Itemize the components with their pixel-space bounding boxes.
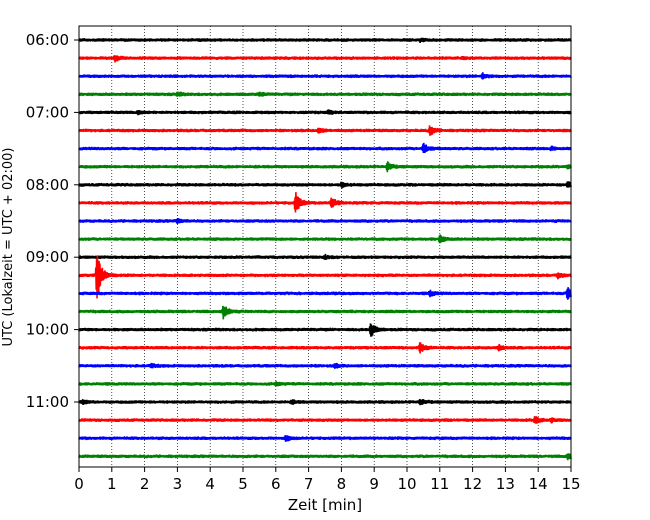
x-axis-label: Zeit [min]: [288, 496, 362, 514]
x-tick-label: 5: [238, 475, 248, 493]
x-tick-label: 9: [369, 475, 379, 493]
plot-area-background: [79, 26, 571, 467]
trace-line: [78, 218, 572, 225]
x-tick-label: 8: [337, 475, 347, 493]
x-tick-label: 10: [397, 475, 416, 493]
trace-line: [78, 181, 572, 189]
trace-line: [78, 287, 572, 300]
y-tick-label: 09:00: [26, 248, 69, 266]
x-tick-label: 12: [463, 475, 482, 493]
x-tick-label: 3: [173, 475, 183, 493]
x-tick-label: 13: [496, 475, 515, 493]
trace-line: [78, 453, 572, 461]
x-tick-label: 7: [304, 475, 314, 493]
x-tick-label: 11: [430, 475, 449, 493]
trace-line: [78, 192, 572, 213]
x-tick-label: 14: [529, 475, 548, 493]
trace-line: [78, 142, 572, 154]
y-tick-label: 06:00: [26, 31, 69, 49]
trace-line: [78, 416, 572, 424]
y-tick-label: 08:00: [26, 176, 69, 194]
trace-line: [78, 305, 572, 320]
x-tick-label: 15: [561, 475, 580, 493]
seismogram-traces: [78, 37, 572, 461]
x-axis-ticks: 0 1 2 3 4 5 6 7 8 9 10 11 12 13 14 15: [74, 467, 581, 493]
trace-line: [78, 435, 572, 442]
trace-line: [78, 362, 572, 369]
x-tick-label: 1: [107, 475, 117, 493]
trace-line: [78, 55, 572, 63]
trace-line: [78, 72, 572, 80]
y-axis-label: UTC (Lokalzeit = UTC + 02:00): [1, 148, 16, 347]
trace-line: [78, 255, 572, 299]
plot-frame: [78, 25, 572, 468]
trace-line: [78, 125, 572, 136]
x-tick-label: 4: [205, 475, 215, 493]
trace-line: [78, 323, 572, 337]
x-tick-label: 2: [140, 475, 150, 493]
y-tick-label: 10:00: [26, 321, 69, 339]
x-tick-label: 0: [74, 475, 84, 493]
trace-line: [78, 253, 572, 260]
trace-line: [78, 342, 572, 354]
y-tick-label: 11:00: [26, 393, 69, 411]
trace-line: [78, 398, 572, 406]
trace-line: [78, 37, 572, 43]
trace-line: [78, 109, 572, 116]
trace-line: [78, 161, 572, 173]
x-tick-label: 6: [271, 475, 281, 493]
trace-line: [78, 91, 572, 97]
y-tick-label: 07:00: [26, 103, 69, 121]
trace-line: [78, 234, 572, 244]
trace-line: [78, 381, 572, 387]
y-axis-ticks: 06:00 07:00 08:00 09:00 10:00 11:00: [26, 31, 79, 411]
